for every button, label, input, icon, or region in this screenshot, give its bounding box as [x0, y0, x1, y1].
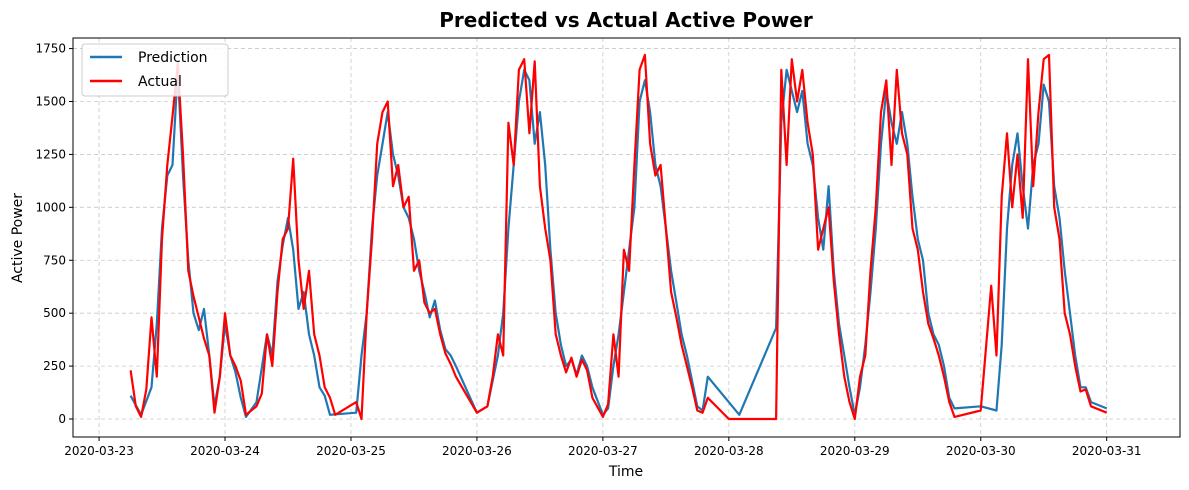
x-tick-label: 2020-03-30: [946, 444, 1016, 458]
legend-label-prediction: Prediction: [138, 50, 208, 66]
y-tick-label: 500: [43, 306, 66, 320]
y-axis: 0 250 500 750 1000 1250 1500 1750: [35, 42, 73, 426]
series-line-actual: [129, 53, 1108, 421]
x-tick-label: 2020-03-28: [694, 444, 764, 458]
x-axis: 2020-03-23 2020-03-24 2020-03-25 2020-03-26…: [64, 437, 1142, 458]
legend: Prediction Actual: [81, 43, 229, 97]
legend-label-actual: Actual: [138, 74, 182, 90]
x-tick-label: 2020-03-24: [190, 444, 260, 458]
x-tick-label: 2020-03-27: [568, 444, 638, 458]
x-tick-label: 2020-03-23: [64, 444, 134, 458]
x-tick-label: 2020-03-31: [1072, 444, 1142, 458]
x-tick-label: 2020-03-29: [820, 444, 890, 458]
x-tick-label: 2020-03-25: [316, 444, 386, 458]
y-tick-label: 750: [43, 253, 66, 267]
y-axis-label: Active Power: [10, 193, 26, 283]
y-tick-label: 1500: [35, 95, 66, 109]
x-axis-label: Time: [608, 464, 643, 480]
y-tick-label: 1000: [35, 200, 66, 214]
y-tick-label: 250: [43, 359, 66, 373]
x-tick-label: 2020-03-26: [442, 444, 512, 458]
y-tick-label: 0: [58, 412, 66, 426]
series-layer: [129, 53, 1108, 421]
plot-frame: [72, 37, 1181, 438]
grid-lines: [73, 38, 1180, 437]
y-tick-label: 1250: [35, 147, 66, 161]
chart-title: Predicted vs Actual Active Power: [439, 8, 813, 32]
y-tick-label: 1750: [35, 42, 66, 56]
